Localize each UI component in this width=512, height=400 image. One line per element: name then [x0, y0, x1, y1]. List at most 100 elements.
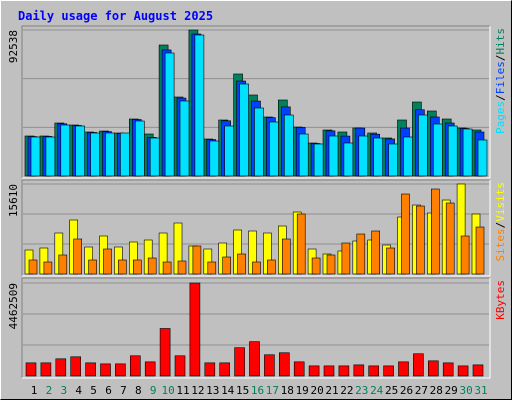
- x-tick-label: 14: [221, 384, 235, 397]
- bar: [194, 34, 205, 177]
- bar: [60, 124, 71, 177]
- bar: [398, 361, 409, 377]
- bar: [164, 52, 175, 177]
- bar: [177, 260, 187, 275]
- bar: [130, 355, 141, 377]
- bar: [457, 365, 469, 377]
- bar: [383, 365, 394, 377]
- bar: [179, 100, 190, 177]
- bar: [105, 132, 115, 177]
- y-tick-label: 4462509: [7, 283, 20, 329]
- bar: [278, 352, 290, 377]
- legend-entry: Files: [494, 61, 507, 94]
- panel-shadow: [21, 179, 490, 276]
- x-tick-label: 15: [236, 384, 249, 397]
- bar: [462, 128, 473, 177]
- bar: [254, 107, 264, 177]
- bar: [368, 365, 380, 377]
- bar: [447, 125, 458, 177]
- bar: [326, 254, 336, 275]
- bar: [88, 259, 97, 275]
- bar: [189, 282, 201, 377]
- legend-separator: /: [494, 222, 507, 229]
- bar: [430, 188, 440, 275]
- bar: [55, 358, 67, 377]
- x-tick-label: 16: [251, 384, 264, 397]
- bar: [328, 135, 339, 177]
- bar: [477, 139, 488, 177]
- bar: [296, 213, 306, 275]
- x-tick-label: 19: [296, 384, 309, 397]
- bar: [338, 365, 350, 377]
- bar: [472, 364, 484, 377]
- bar: [174, 355, 186, 377]
- x-tick-label: 6: [105, 384, 112, 397]
- bar: [73, 238, 82, 275]
- bar: [30, 136, 41, 177]
- bar: [416, 205, 425, 275]
- bar: [264, 354, 275, 377]
- x-tick-label: 26: [400, 384, 413, 397]
- panel-shadow: [21, 25, 490, 178]
- x-tick-label: 24: [370, 384, 384, 397]
- bar: [269, 121, 279, 177]
- panel-shadow: [21, 277, 490, 378]
- bar: [204, 362, 216, 377]
- bar: [343, 142, 354, 177]
- bar: [43, 261, 53, 275]
- bar: [133, 259, 142, 275]
- bar: [388, 143, 398, 177]
- bar: [28, 259, 38, 275]
- panel-light: [22, 180, 491, 277]
- bar: [356, 233, 366, 275]
- bar: [162, 261, 172, 275]
- bar: [144, 361, 156, 377]
- bar: [118, 259, 127, 275]
- bar: [308, 365, 320, 377]
- x-tick-label: 11: [176, 384, 189, 397]
- bar: [149, 137, 160, 177]
- bar: [45, 136, 56, 177]
- bar: [58, 254, 68, 275]
- x-tick-label: 20: [310, 384, 323, 397]
- y-tick-label: 92538: [7, 30, 20, 63]
- bar: [249, 341, 260, 377]
- legend-entry: Pages: [494, 101, 507, 134]
- x-tick-label: 1: [31, 384, 38, 397]
- bar: [85, 362, 96, 377]
- bar: [358, 135, 369, 177]
- x-tick-label: 5: [90, 384, 97, 397]
- legend-entry: Sites: [494, 228, 507, 261]
- x-tick-label: 8: [135, 384, 142, 397]
- bar: [323, 365, 335, 377]
- bar: [442, 362, 454, 377]
- x-tick-label: 23: [355, 384, 368, 397]
- bar: [159, 328, 171, 377]
- x-tick-label: 25: [385, 384, 398, 397]
- x-tick-label: 18: [281, 384, 294, 397]
- bar: [234, 347, 245, 377]
- bar: [475, 226, 485, 275]
- bar: [147, 257, 157, 275]
- bar: [460, 235, 470, 275]
- bar: [120, 132, 130, 177]
- x-tick-label: 12: [191, 384, 204, 397]
- panel-light: [22, 278, 491, 379]
- legend-entry: Visits: [494, 182, 507, 222]
- legend: KBytes: [494, 280, 507, 320]
- bar: [40, 362, 52, 377]
- x-tick-label: 27: [415, 384, 428, 397]
- bar: [135, 120, 145, 177]
- x-tick-label: 13: [206, 384, 219, 397]
- legend-separator: /: [494, 55, 507, 62]
- bar: [313, 143, 324, 177]
- bar: [401, 193, 410, 275]
- bar: [281, 238, 291, 275]
- legend-separator: /: [494, 94, 507, 101]
- bar: [311, 257, 321, 275]
- legend: Sites/Visits: [494, 182, 507, 262]
- bar: [222, 256, 231, 275]
